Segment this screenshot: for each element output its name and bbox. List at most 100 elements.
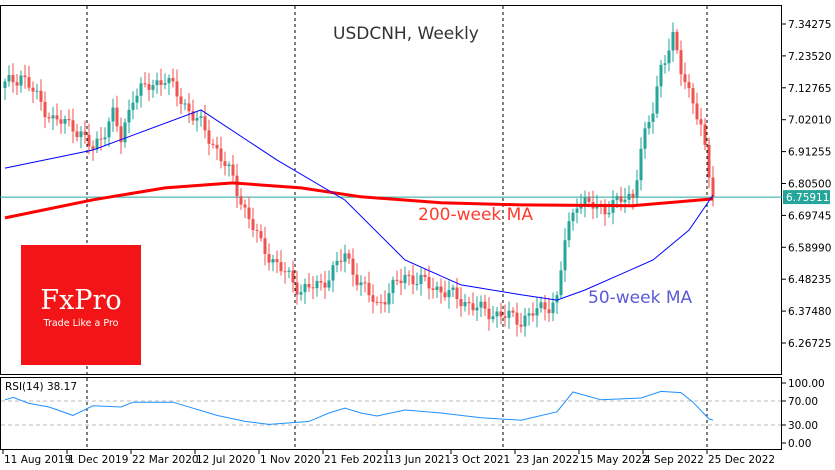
ma200-label: 200-week MA [418,205,533,225]
candle-body [151,85,155,90]
candle-body [127,109,131,123]
candle-body [559,270,563,296]
candle-body [667,50,671,64]
candle-body [399,280,403,284]
candle-body [495,311,499,317]
candle-body [303,283,307,293]
candle-body [483,301,487,309]
candle-body [163,83,167,85]
current-price-tag: 6.75911 [783,190,830,205]
candle-body [207,130,211,144]
candle-body [371,295,375,302]
x-tick-label: 21 Feb 2021 [324,454,389,466]
candle-body [595,205,599,209]
candle-body [471,303,475,311]
candle-body [335,260,339,266]
candle-body [355,274,359,286]
candle-body [615,196,619,201]
candle-body [515,312,519,325]
candle-body [683,74,687,83]
candle-body [439,286,443,293]
candle-body [407,274,411,276]
candle-body [83,131,87,135]
candle-body [87,134,91,147]
candle-body [283,271,287,273]
candle-body [203,116,207,131]
candle-body [79,131,83,138]
candle-body [239,196,243,205]
y-tick-label: 6.58990 [788,242,831,254]
rsi-tick-label: 0.00 [788,438,811,450]
candle-body [415,283,419,285]
candle-body [375,301,379,303]
candle-body [275,259,279,263]
candle-body [311,287,315,289]
candle-body [359,282,363,286]
candle-body [199,116,203,118]
candle-body [539,302,543,309]
candle-body [115,107,119,127]
candle-body [535,308,539,316]
candle-body [183,103,187,105]
candle-body [671,31,675,51]
x-tick-label: 23 Jan 2022 [516,454,579,466]
candle-body [475,307,479,311]
candle-body [367,282,371,296]
candle-body [27,77,31,88]
candle-body [191,111,195,121]
y-tick-label: 7.23520 [788,51,831,63]
candle-body [387,293,391,305]
candle-body [463,302,467,307]
x-tick-label: 12 Jul 2020 [196,454,255,466]
candle-body [531,313,535,316]
candle-body [319,281,323,283]
candle-body [459,299,463,307]
y-tick-label: 6.37480 [788,306,831,318]
current-price-label: 6.75911 [786,192,829,204]
candle-body [327,280,331,288]
candle-body [63,119,67,124]
candle-body [103,137,107,140]
candle-body [271,259,275,263]
candle-body [251,219,255,231]
candle-body [651,113,655,122]
candle-body [551,302,555,314]
candle-body [43,101,47,118]
candle-body [487,308,491,320]
y-tick-label: 7.12765 [788,83,831,95]
candle-body [143,83,147,85]
candle-body [159,80,163,85]
candle-body [47,117,51,119]
candle-body [623,199,627,202]
candle-body [547,309,551,314]
candle-body [655,86,659,114]
candle-body [639,148,643,181]
candle-body [71,120,75,132]
y-tick-label: 6.69745 [788,210,831,222]
candle-body [563,240,567,271]
candle-body [363,282,367,284]
candle-body [675,31,679,51]
candle-body [579,205,583,209]
candle-body [691,88,695,104]
candle-body [419,274,423,284]
candle-body [543,302,547,310]
candle-body [3,81,7,88]
candle-body [391,279,395,294]
candle-body [167,77,171,84]
candle-body [575,208,579,213]
candle-body [295,282,299,295]
y-tick-label: 6.48235 [788,274,831,286]
candle-body [291,270,295,283]
y-tick-label: 6.91255 [788,147,831,159]
candle-body [455,287,459,300]
candle-body [451,287,455,291]
rsi-tick-label: 30.00 [788,420,818,432]
candle-body [307,283,311,288]
candle-body [23,75,27,78]
candle-body [263,238,267,255]
candle-body [11,74,15,83]
candle-body [659,64,663,87]
candle-body [247,207,251,220]
candle-body [679,50,683,75]
